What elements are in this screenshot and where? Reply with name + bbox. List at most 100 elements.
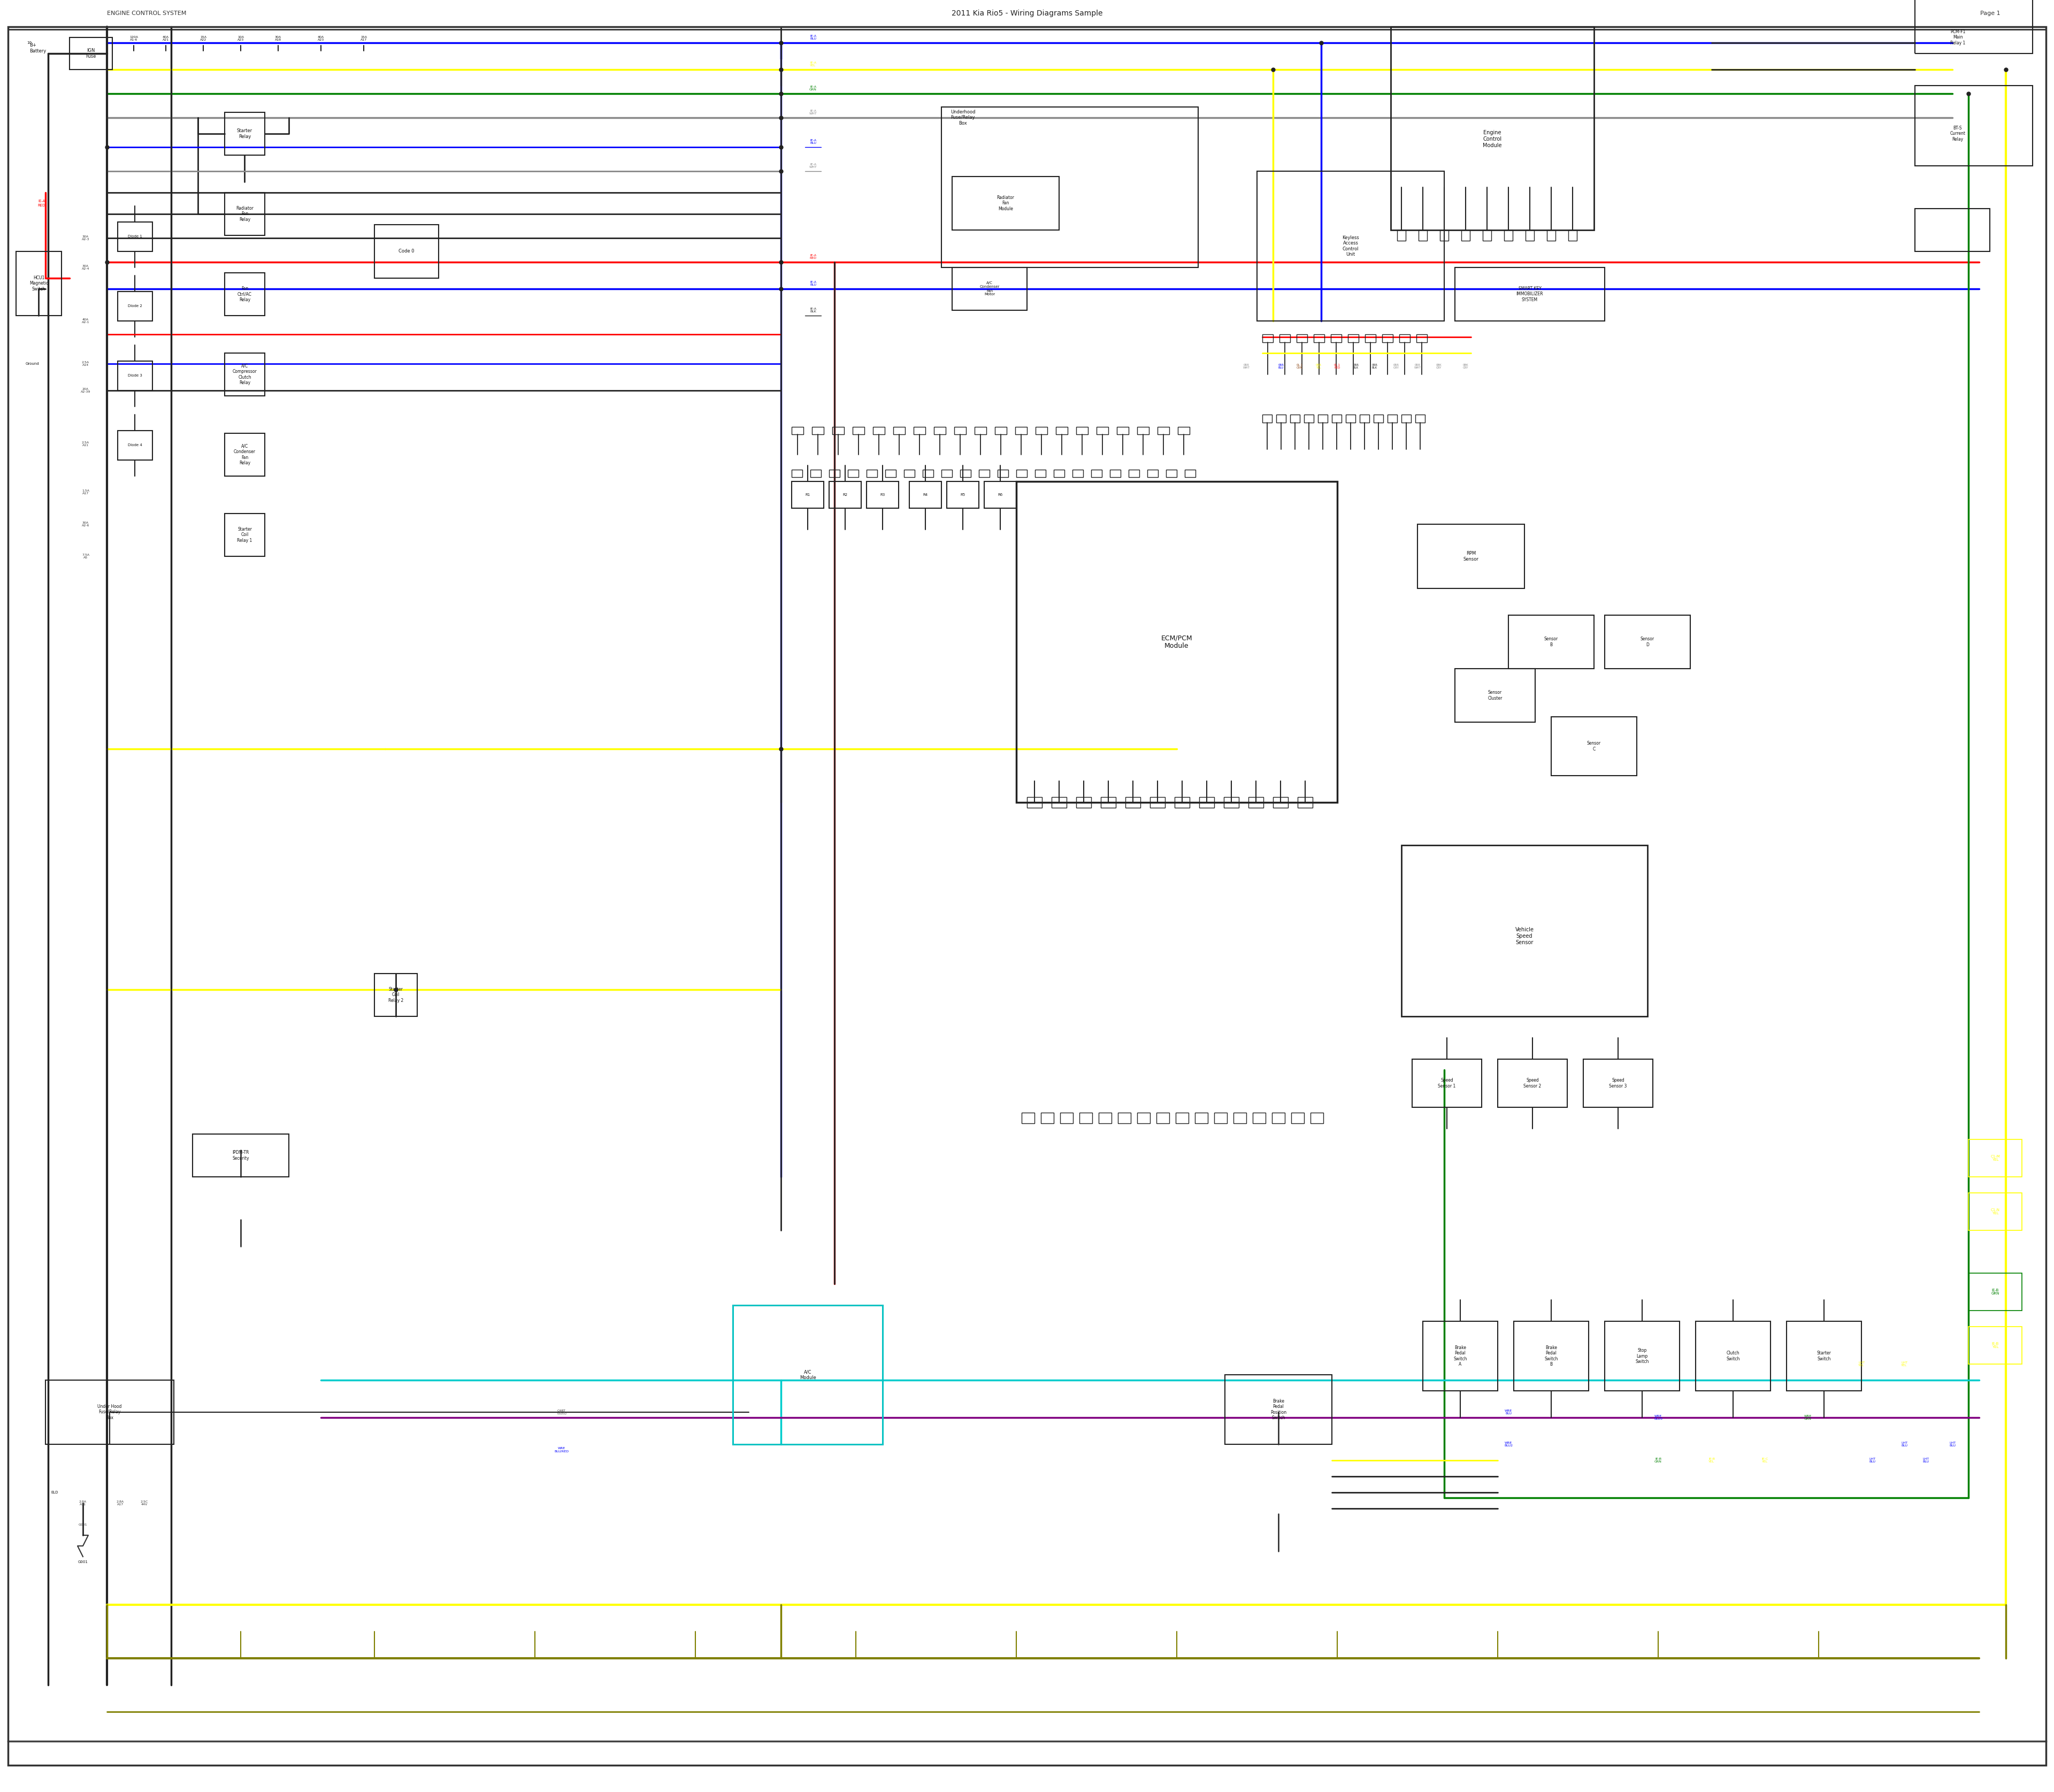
Bar — [733, 1305, 883, 1444]
Text: LHT
BLU: LHT BLU — [1869, 1457, 1875, 1464]
Text: Diode 3: Diode 3 — [127, 375, 142, 378]
Bar — [1101, 797, 1115, 808]
Text: Radiator
Fan
Relay: Radiator Fan Relay — [236, 206, 253, 222]
Bar — [910, 482, 941, 509]
Bar — [193, 1134, 290, 1177]
Text: 10: 10 — [27, 41, 31, 45]
Bar — [1391, 27, 1594, 229]
Text: 2.8A
A11: 2.8A A11 — [80, 1500, 86, 1505]
Text: Stop
Lamp
Switch: Stop Lamp Switch — [1635, 1348, 1649, 1364]
Text: IE-A
BLU: IE-A BLU — [809, 138, 815, 145]
Bar — [904, 470, 914, 477]
Bar — [1195, 1113, 1208, 1124]
Text: 0RR
YEL: 0RR YEL — [1315, 364, 1321, 369]
Bar — [374, 224, 440, 278]
Text: C1-N
YEL: C1-N YEL — [1990, 1208, 2001, 1215]
Bar — [1271, 1113, 1286, 1124]
Bar — [1185, 470, 1195, 477]
Bar — [1257, 172, 1444, 321]
Text: 30A
A2-6: 30A A2-6 — [82, 521, 90, 527]
Bar — [1015, 426, 1027, 434]
Bar — [1021, 1113, 1035, 1124]
Bar — [1423, 1321, 1497, 1391]
Bar — [1366, 335, 1376, 342]
Text: Diode 4: Diode 4 — [127, 444, 142, 446]
Bar — [935, 426, 945, 434]
Bar — [1273, 797, 1288, 808]
Text: 40A
A2-1: 40A A2-1 — [82, 317, 90, 324]
Text: R3: R3 — [879, 493, 885, 496]
Bar — [1454, 267, 1604, 321]
Bar — [1483, 229, 1491, 240]
Bar — [1126, 797, 1140, 808]
Bar — [791, 482, 824, 509]
Text: Brake
Pedal
Position
Switch: Brake Pedal Position Switch — [1269, 1400, 1286, 1421]
Text: IE-A
BLK: IE-A BLK — [809, 308, 815, 314]
Bar — [1345, 414, 1356, 423]
Bar — [974, 426, 986, 434]
Bar — [1041, 1113, 1054, 1124]
Text: LHT
BLU: LHT BLU — [1923, 1457, 1929, 1464]
Text: 30A
A2-3: 30A A2-3 — [82, 235, 90, 240]
Bar — [1526, 229, 1534, 240]
Text: G001: G001 — [78, 1561, 88, 1564]
Bar — [1417, 525, 1524, 588]
Bar — [1697, 1321, 1771, 1391]
Bar — [1331, 335, 1341, 342]
Bar — [1310, 1113, 1323, 1124]
Text: WRE
BLU3: WRE BLU3 — [1653, 1414, 1662, 1421]
Bar — [1389, 414, 1397, 423]
Bar — [117, 430, 152, 461]
Text: Keyless
Access
Control
Unit: Keyless Access Control Unit — [1341, 235, 1360, 256]
Text: LHT
BLU: LHT BLU — [1902, 1441, 1908, 1448]
Text: IE-B
GRN: IE-B GRN — [1653, 1457, 1662, 1464]
Bar — [959, 470, 972, 477]
Bar — [873, 426, 885, 434]
Bar — [45, 1380, 175, 1444]
Bar — [1382, 335, 1393, 342]
Bar — [1401, 846, 1647, 1016]
Text: 40A
A21: 40A A21 — [162, 36, 168, 41]
Bar — [1175, 797, 1189, 808]
Text: Brake
Pedal
Switch
A: Brake Pedal Switch A — [1454, 1346, 1467, 1367]
Bar — [1276, 414, 1286, 423]
Bar — [1292, 1113, 1304, 1124]
Text: Sensor
C: Sensor C — [1588, 742, 1600, 751]
Bar — [941, 108, 1197, 267]
Bar — [1497, 1059, 1567, 1107]
Bar — [1263, 335, 1273, 342]
Text: Diode 1: Diode 1 — [127, 235, 142, 238]
Bar — [1508, 615, 1594, 668]
Text: 7.5A
A5: 7.5A A5 — [82, 554, 90, 559]
Bar — [955, 426, 965, 434]
Text: R4: R4 — [922, 493, 928, 496]
Bar — [16, 251, 62, 315]
Text: Page 1: Page 1 — [1980, 11, 2001, 16]
Bar — [1214, 1113, 1226, 1124]
Text: B+
Battery: B+ Battery — [29, 43, 45, 54]
Text: 0RR
GRY: 0RR GRY — [1393, 364, 1399, 369]
Text: BT-S
Current
Relay: BT-S Current Relay — [1949, 125, 1966, 142]
Bar — [1177, 426, 1189, 434]
Bar — [224, 272, 265, 315]
Bar — [1148, 470, 1158, 477]
Bar — [1401, 414, 1411, 423]
Bar — [1914, 208, 1990, 251]
Bar — [1224, 797, 1239, 808]
Text: IE-B
GRN: IE-B GRN — [1990, 1288, 1999, 1296]
Bar — [885, 470, 896, 477]
Bar — [893, 426, 906, 434]
Text: C4RT
LG(G): C4RT LG(G) — [557, 1409, 567, 1416]
Text: IE-A
GRN: IE-A GRN — [809, 86, 817, 91]
Text: PCM-F1
Main
Relay 1: PCM-F1 Main Relay 1 — [1949, 29, 1966, 45]
Text: ENGINE CONTROL SYSTEM: ENGINE CONTROL SYSTEM — [107, 11, 187, 16]
Bar — [1017, 470, 1027, 477]
Bar — [1360, 414, 1370, 423]
Bar — [1347, 335, 1358, 342]
Bar — [1440, 229, 1448, 240]
Bar — [1263, 414, 1271, 423]
Text: Underhood
Fuse/Relay
Box: Underhood Fuse/Relay Box — [951, 109, 976, 125]
Bar — [984, 482, 1017, 509]
Bar — [1224, 1374, 1331, 1444]
Text: LHT
YEL: LHT YEL — [1902, 1362, 1908, 1367]
